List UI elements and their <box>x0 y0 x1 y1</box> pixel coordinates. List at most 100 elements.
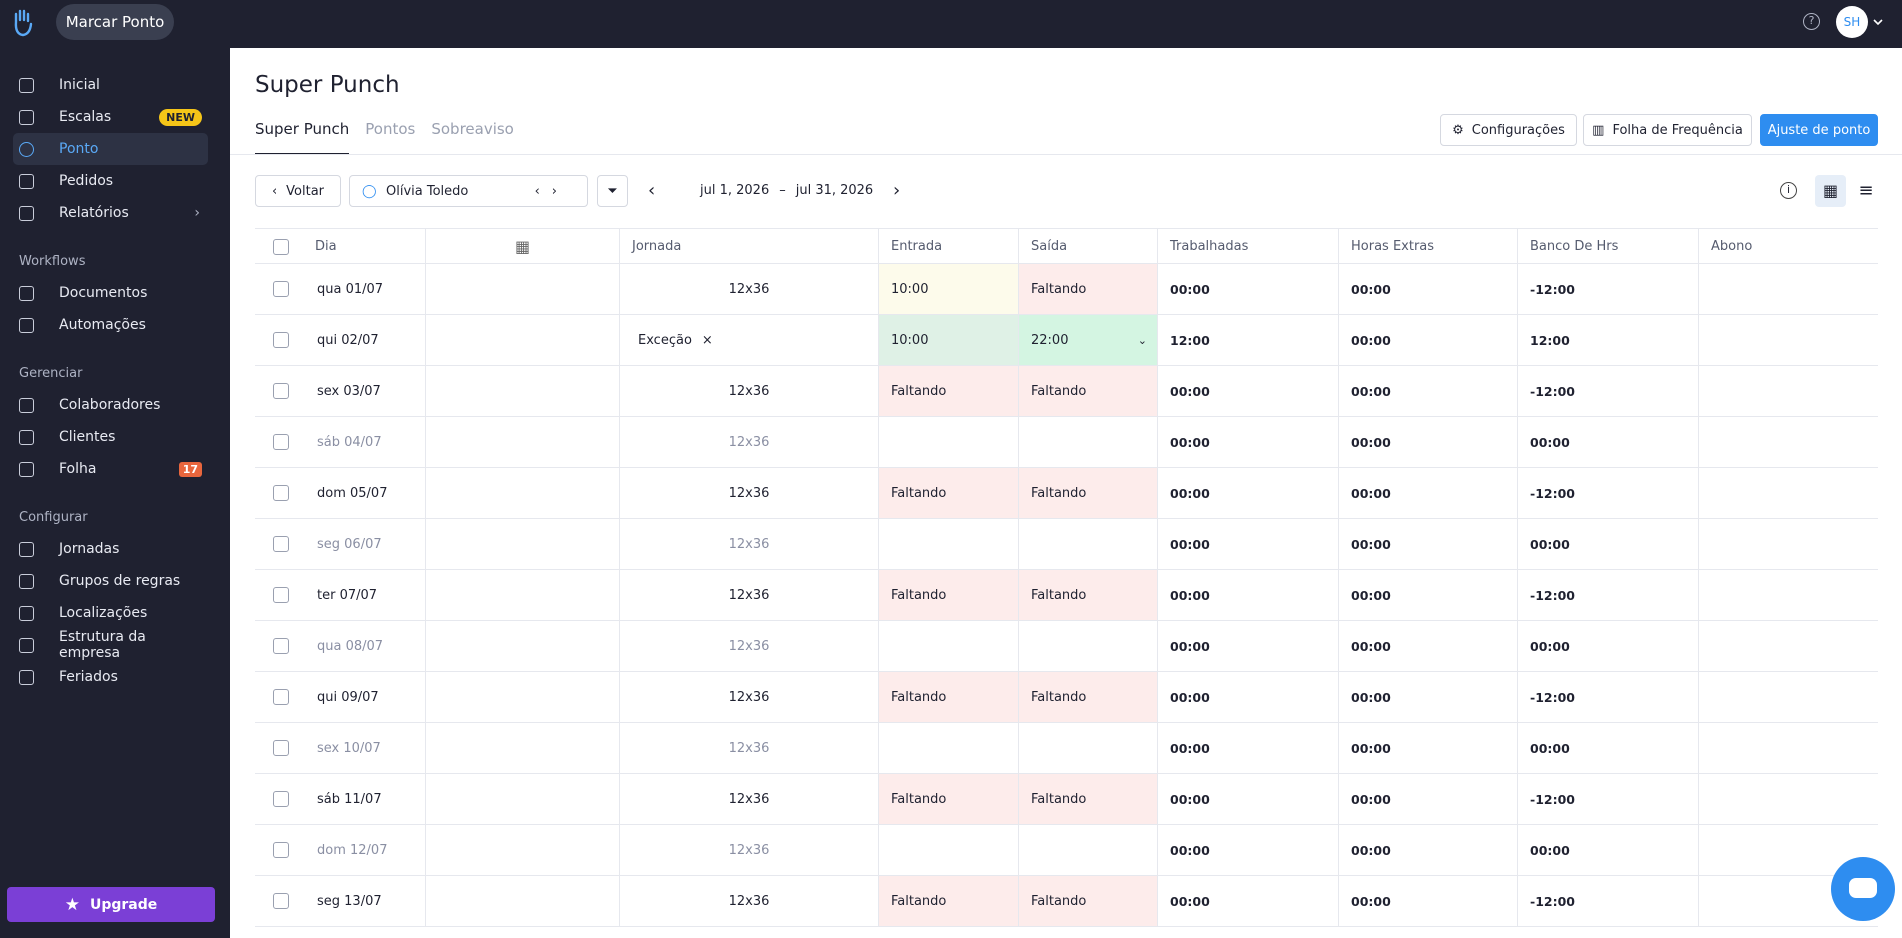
nav-item[interactable]: Grupos de regras <box>13 565 208 597</box>
entry-time: Faltando <box>891 893 947 909</box>
info-icon[interactable]: i <box>1780 182 1797 199</box>
avatar[interactable]: SH <box>1836 6 1868 38</box>
adjust-button[interactable]: Ajuste de ponto <box>1760 114 1878 146</box>
table-row[interactable]: sex 10/07 12x36 00:00 00:00 00:00 <box>255 723 1878 774</box>
section-title: Workflows <box>19 253 86 269</box>
cell: Faltando <box>1018 774 1157 824</box>
checkbox[interactable] <box>273 434 289 450</box>
nav-item[interactable]: Escalas NEW <box>13 101 208 133</box>
cell <box>425 876 619 926</box>
checkbox[interactable] <box>273 239 289 255</box>
nav-item[interactable]: Jornadas <box>13 533 208 565</box>
table-row[interactable]: dom 05/07 12x36 Faltando Faltando 00:00 00:00… <box>255 468 1878 519</box>
employee-select[interactable]: ◯ Olívia Toledo ‹› <box>349 175 588 207</box>
day: qua 01/07 <box>317 281 384 297</box>
nav-item[interactable]: Automações <box>13 309 208 341</box>
checkbox[interactable] <box>273 332 289 348</box>
checkbox[interactable] <box>273 638 289 654</box>
horas-extras: 00:00 <box>1351 638 1391 654</box>
checkbox[interactable] <box>273 740 289 756</box>
nav-item[interactable]: Ponto <box>13 133 208 165</box>
nav-item[interactable]: Colaboradores <box>13 389 208 421</box>
checkbox[interactable] <box>273 281 289 297</box>
table-row[interactable]: seg 06/07 12x36 00:00 00:00 00:00 <box>255 519 1878 570</box>
table-row[interactable]: sex 03/07 12x36 Faltando Faltando 00:00 00:00… <box>255 366 1878 417</box>
punch-button[interactable]: Marcar Ponto <box>56 4 174 40</box>
nav-label: Folha <box>59 461 97 477</box>
table-row[interactable]: dom 12/07 12x36 00:00 00:00 00:00 <box>255 825 1878 876</box>
banco: -12:00 <box>1530 485 1575 501</box>
cell: 00:00 <box>1157 417 1338 467</box>
cell: dom 12/07 <box>303 825 425 875</box>
tab[interactable]: Pontos <box>365 120 416 138</box>
checkbox[interactable] <box>273 536 289 552</box>
day: sáb 11/07 <box>317 791 382 807</box>
help-icon[interactable]: ? <box>1803 13 1820 30</box>
cell: qua 01/07 <box>303 264 425 314</box>
nav-item[interactable]: Documentos <box>13 277 208 309</box>
cell <box>425 570 619 620</box>
cell: 00:00 <box>1338 825 1517 875</box>
nav-item[interactable]: Feriados <box>13 661 208 693</box>
nav-item[interactable]: Localizações <box>13 597 208 629</box>
divider <box>230 154 1902 155</box>
cell: Faltando <box>1018 876 1157 926</box>
cell: 22:00 ⌄ <box>1018 315 1157 365</box>
table-row[interactable]: sáb 04/07 12x36 00:00 00:00 00:00 <box>255 417 1878 468</box>
grid-view[interactable]: ▦ <box>1815 175 1846 207</box>
checkbox[interactable] <box>273 842 289 858</box>
cell: 12:00 <box>1517 315 1698 365</box>
cell <box>425 621 619 671</box>
exit-time: Faltando <box>1031 791 1087 807</box>
date-start: jul 1, 2026 <box>700 183 770 198</box>
checkbox[interactable] <box>273 791 289 807</box>
table-row[interactable]: qui 02/07 Exceção × 10:00 22:00 ⌄ 12:00 00:00 12… <box>255 315 1878 366</box>
nav-item[interactable]: Estrutura da empresa <box>13 629 208 661</box>
table-row[interactable]: ter 07/07 12x36 Faltando Faltando 00:00 00:00… <box>255 570 1878 621</box>
checkbox[interactable] <box>273 587 289 603</box>
cell <box>1698 417 1878 467</box>
checkbox[interactable] <box>273 893 289 909</box>
remove-exception[interactable]: × <box>701 332 713 348</box>
table-row[interactable]: qua 01/07 12x36 10:00 Faltando 00:00 00:00 -12… <box>255 264 1878 315</box>
settings-button[interactable]: ⚙ Configurações <box>1440 114 1577 146</box>
nav-item[interactable]: Inicial <box>13 69 208 101</box>
tab[interactable]: Sobreaviso <box>431 120 514 138</box>
exit-dropdown[interactable]: ⌄ <box>1137 333 1147 347</box>
cell: 00:00 <box>1157 723 1338 773</box>
tab[interactable]: Super Punch <box>255 120 350 155</box>
cell: Horas Extras <box>1338 229 1517 263</box>
exit-time: Faltando <box>1031 893 1087 909</box>
nav-item[interactable]: Relatórios › <box>13 197 208 229</box>
exception-tag: Exceção <box>638 332 692 348</box>
nav-item[interactable]: Clientes <box>13 421 208 453</box>
report-button[interactable]: ▥ Folha de Frequência <box>1583 114 1752 146</box>
list-view[interactable]: ≡ <box>1858 180 1874 201</box>
table-row[interactable]: sáb 11/07 12x36 Faltando Faltando 00:00 00:00… <box>255 774 1878 825</box>
nav-item[interactable]: Pedidos <box>13 165 208 197</box>
cell: 00:00 <box>1338 519 1517 569</box>
table-row[interactable]: qua 08/07 12x36 00:00 00:00 00:00 <box>255 621 1878 672</box>
cell: 00:00 <box>1517 519 1698 569</box>
checkbox[interactable] <box>273 689 289 705</box>
shift: 12x36 <box>728 791 770 807</box>
table-row[interactable]: seg 13/07 12x36 Faltando Faltando 00:00 00:00… <box>255 876 1878 927</box>
cell: sex 03/07 <box>303 366 425 416</box>
shift: 12x36 <box>728 536 770 552</box>
next-period[interactable]: › <box>893 180 901 201</box>
cell: Banco De Hrs <box>1517 229 1698 263</box>
nav-item[interactable]: Folha 17 <box>13 453 208 485</box>
cell: 00:00 <box>1157 621 1338 671</box>
cell: 00:00 <box>1338 570 1517 620</box>
prev-period[interactable]: ‹ <box>648 180 656 201</box>
cell: seg 13/07 <box>303 876 425 926</box>
upgrade-button[interactable]: ★ Upgrade <box>7 887 215 922</box>
filter-button[interactable]: ⏷ <box>597 175 628 207</box>
back-button[interactable]: ‹ Voltar <box>255 175 341 207</box>
chat-button[interactable] <box>1831 857 1895 921</box>
table-row[interactable]: qui 09/07 12x36 Faltando Faltando 00:00 00:00… <box>255 672 1878 723</box>
checkbox[interactable] <box>273 383 289 399</box>
checkbox[interactable] <box>273 485 289 501</box>
cell <box>425 723 619 773</box>
